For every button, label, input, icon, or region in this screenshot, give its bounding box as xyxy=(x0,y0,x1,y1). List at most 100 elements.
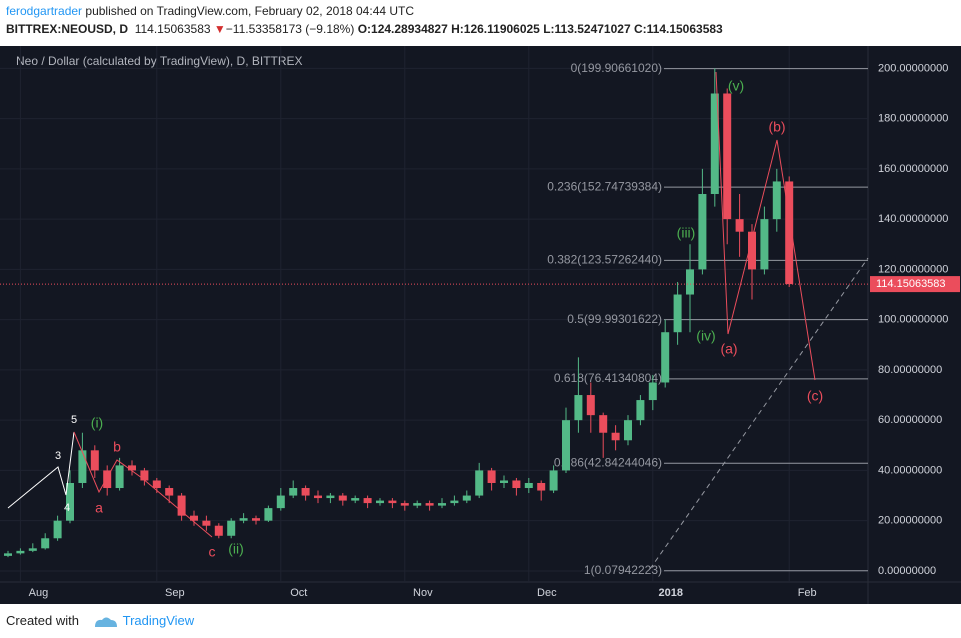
candle-body xyxy=(748,231,756,270)
candle-body xyxy=(636,400,645,421)
candle-body xyxy=(450,500,459,504)
footer: Created with TradingView xyxy=(6,613,194,629)
y-tick-label: 180.00000000 xyxy=(878,113,948,125)
fib-label: 0(199.90661020) xyxy=(571,61,662,75)
candle-body xyxy=(177,495,186,516)
fib-label: 0.5(99.99301622) xyxy=(567,312,662,326)
candle-body xyxy=(723,93,732,220)
candle-body xyxy=(53,520,62,539)
candle-body xyxy=(314,495,322,499)
y-tick-label: 20.00000000 xyxy=(878,515,942,527)
candle-body xyxy=(388,500,397,504)
y-tick-label: 160.00000000 xyxy=(878,163,948,175)
candle-body xyxy=(214,525,223,536)
candle-body xyxy=(78,450,87,483)
author[interactable]: ferodgartrader xyxy=(6,4,83,18)
candle-body xyxy=(611,432,620,441)
candle-body xyxy=(413,503,422,506)
fib-label: 0.236(152.74739384) xyxy=(547,179,662,193)
wave-label: a xyxy=(95,500,103,516)
x-tick-label: 2018 xyxy=(659,587,683,599)
candle-body xyxy=(772,181,781,220)
candle-body xyxy=(28,548,37,551)
candle-body xyxy=(115,465,124,489)
candle-body xyxy=(661,332,670,383)
wave-label: (a) xyxy=(720,341,737,357)
symbol: BITTREX:NEOUSD, D xyxy=(6,22,129,36)
candle-body xyxy=(785,181,794,285)
open: O:124.28934827 xyxy=(357,22,448,36)
y-tick-label: 60.00000000 xyxy=(878,414,942,426)
close: C:114.15063583 xyxy=(633,22,723,36)
fib-label: 0.618(76.41340804) xyxy=(554,371,662,385)
last: 114.15063583 xyxy=(134,22,211,36)
candle-body xyxy=(227,520,236,536)
candle-body xyxy=(524,482,533,489)
wave-label: 3 xyxy=(55,450,61,462)
wave-label: (iv) xyxy=(696,328,715,344)
wave-label: (iii) xyxy=(677,225,696,241)
candle-body xyxy=(66,482,74,521)
candle-body xyxy=(301,488,310,496)
candle-body xyxy=(4,553,12,556)
wave-label: c xyxy=(209,544,216,560)
candle-body xyxy=(239,518,248,521)
y-tick-label: 140.00000000 xyxy=(878,213,948,225)
wave-label: (i) xyxy=(91,415,103,431)
fib-label: 0.786(42.84244046) xyxy=(554,455,662,469)
fib-label: 0.382(123.57262440) xyxy=(547,253,662,267)
candle-body xyxy=(562,420,570,471)
fib-label: 1(0.07942223) xyxy=(584,563,662,577)
y-tick-label: 100.00000000 xyxy=(878,314,948,326)
high: H:126.11906025 xyxy=(451,22,540,36)
candle-body xyxy=(462,495,471,501)
candle-body xyxy=(648,382,657,401)
wave-label: (v) xyxy=(728,78,744,94)
wave-line xyxy=(715,71,816,381)
candle-body xyxy=(16,550,25,554)
last-price-label: 114.15063583 xyxy=(876,278,946,290)
candle-body xyxy=(425,503,434,506)
created: Created with xyxy=(6,613,79,628)
candle-body xyxy=(487,470,496,483)
wave-line xyxy=(7,431,75,509)
x-tick-label: Aug xyxy=(29,587,49,599)
candle-body xyxy=(90,450,99,471)
candle-body xyxy=(735,219,744,232)
candle-body xyxy=(264,508,273,521)
candle-body xyxy=(165,488,174,496)
wave-label: b xyxy=(113,439,121,455)
candle-body xyxy=(710,93,719,195)
candle-body xyxy=(624,420,632,441)
candle-body xyxy=(512,480,521,489)
candle-body xyxy=(351,498,360,501)
wave-label: 4 xyxy=(64,502,70,514)
x-tick-label: Nov xyxy=(413,587,433,599)
candle-body xyxy=(698,194,707,270)
x-tick-label: Feb xyxy=(798,587,817,599)
wave-line xyxy=(73,431,213,538)
candle-body xyxy=(41,538,50,549)
x-tick-label: Sep xyxy=(165,587,185,599)
candle-body xyxy=(475,470,484,496)
y-tick-label: 120.00000000 xyxy=(878,263,948,275)
change: −11.53358173 (−9.18%) xyxy=(225,22,355,36)
wave-label: (b) xyxy=(768,119,785,135)
candle-body xyxy=(140,470,149,481)
x-tick-label: Dec xyxy=(537,587,557,599)
header-line: ferodgartrader published on TradingView.… xyxy=(6,4,414,18)
candle-body xyxy=(103,470,112,489)
brand[interactable]: TradingView xyxy=(122,613,195,628)
candle-body xyxy=(549,470,558,491)
candle-body xyxy=(276,495,285,509)
symbol-line: BITTREX:NEOUSD, D 114.15063583 ▼−11.5335… xyxy=(6,22,723,36)
candle-body xyxy=(586,395,595,416)
candle-body xyxy=(338,495,347,501)
candle-body xyxy=(438,503,446,506)
chart-bg xyxy=(0,46,961,604)
candle-body xyxy=(376,500,384,504)
candle-body xyxy=(500,480,508,483)
candle-body xyxy=(289,488,298,496)
logo xyxy=(94,617,117,627)
